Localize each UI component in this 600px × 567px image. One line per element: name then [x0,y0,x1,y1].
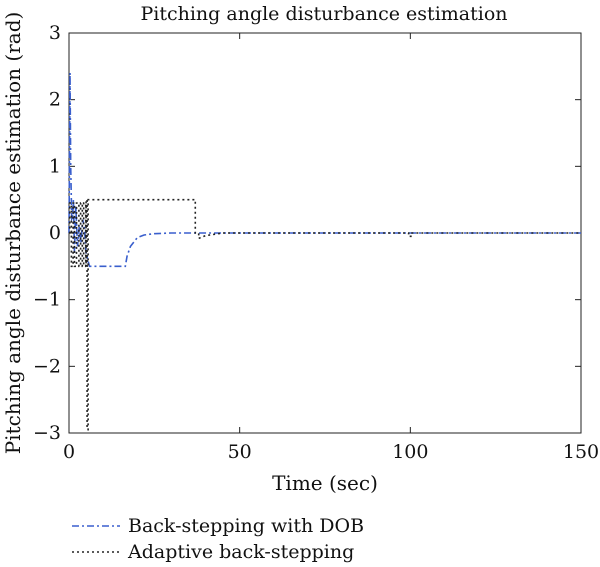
y-tick-label: −2 [33,355,61,377]
x-axis-label: Time (sec) [272,471,378,495]
y-tick-label: 3 [49,22,61,44]
series-layer [68,72,581,431]
x-tick-label: 50 [228,441,252,463]
x-tick-label: 150 [563,441,599,463]
x-tick-label: 100 [392,441,428,463]
legend-label-dob: Back-stepping with DOB [128,515,364,537]
y-axis-label: Pitching angle disturbance estimation (r… [1,12,25,455]
legend-label-adaptive: Adaptive back-stepping [127,541,354,563]
series-line-adaptive [68,198,581,431]
y-tick-label: −1 [33,289,61,311]
x-tick-label: 0 [63,441,75,463]
y-tick-label: 0 [49,222,61,244]
y-tick-label: 1 [49,155,61,177]
legend: Back-stepping with DOB Adaptive back-ste… [72,515,364,563]
y-tick-label: 2 [49,89,61,111]
y-tick-label: −3 [33,422,61,444]
chart-title: Pitching angle disturbance estimation [140,3,507,25]
